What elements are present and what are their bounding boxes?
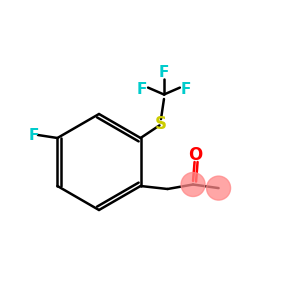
Circle shape bbox=[207, 176, 231, 200]
Text: F: F bbox=[28, 128, 39, 142]
Text: S: S bbox=[155, 116, 167, 134]
Text: F: F bbox=[181, 82, 191, 97]
Circle shape bbox=[181, 172, 205, 197]
Text: F: F bbox=[137, 82, 147, 97]
Text: F: F bbox=[159, 65, 169, 80]
Text: O: O bbox=[188, 146, 202, 164]
